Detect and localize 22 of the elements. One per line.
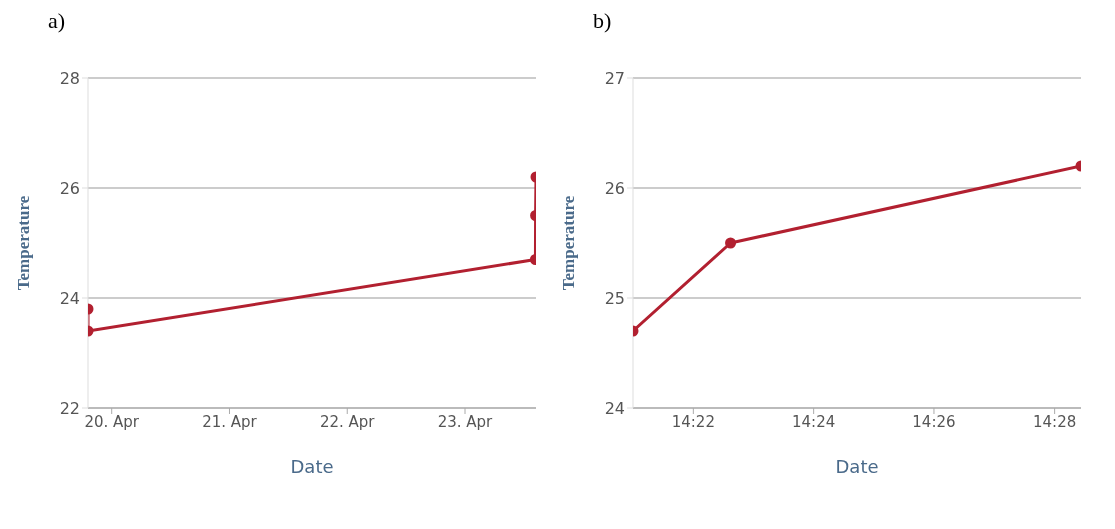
x-tick-label: 21. Apr: [202, 412, 258, 431]
y-tick-label: 26: [604, 178, 625, 198]
y-tick-label: 28: [59, 68, 80, 88]
x-tick-label: 23. Apr: [437, 412, 494, 431]
x-tick-label: 14:26: [912, 412, 956, 431]
chart-title: a): [47, 8, 67, 35]
x-tick-label: 22. Apr: [319, 412, 376, 431]
x-tick-label: 14:24: [792, 412, 836, 431]
x-tick-label: 20. Apr: [84, 412, 140, 431]
y-axis-title: Temperature: [559, 195, 579, 291]
y-tick-label: 22: [59, 398, 80, 418]
y-tick-label: 25: [604, 288, 625, 308]
y-tick-label: 24: [604, 398, 625, 418]
y-tick-label: 26: [59, 178, 80, 198]
x-tick-label: 14:22: [671, 412, 715, 431]
y-tick-label: 24: [59, 288, 80, 308]
y-tick-label: 27: [604, 68, 625, 88]
x-axis-title: Date: [835, 456, 879, 477]
x-axis-title: Date: [290, 456, 334, 477]
chart-title: b): [592, 8, 613, 35]
x-tick-label: 14:28: [1033, 412, 1077, 431]
y-axis-title: Temperature: [14, 195, 34, 291]
